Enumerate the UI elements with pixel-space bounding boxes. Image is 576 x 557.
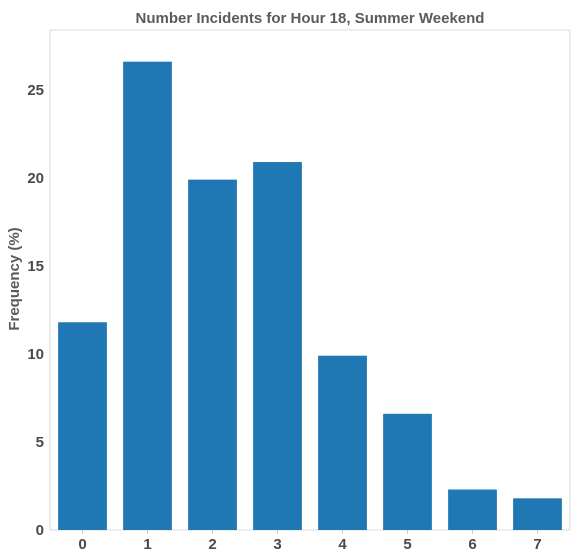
bar-4 — [318, 355, 367, 530]
bar-0 — [58, 322, 107, 530]
chart-title: Number Incidents for Hour 18, Summer Wee… — [136, 10, 485, 27]
y-tick-label: 15 — [27, 258, 44, 275]
x-axis-ticks: 0 1 2 3 4 5 6 7 — [78, 530, 542, 553]
bar-5 — [383, 413, 432, 530]
x-tick-label: 4 — [338, 536, 347, 553]
y-tick-label: 25 — [27, 82, 44, 99]
x-tick-label: 3 — [273, 536, 281, 553]
x-tick-label: 7 — [533, 536, 541, 553]
bar-7 — [513, 498, 562, 530]
y-axis-ticks: 0 5 10 15 20 25 — [27, 82, 44, 539]
x-tick-label: 6 — [468, 536, 476, 553]
x-tick-label: 5 — [403, 536, 411, 553]
y-tick-label: 5 — [36, 434, 44, 451]
y-tick-label: 20 — [27, 170, 44, 187]
bar-1 — [123, 61, 172, 530]
y-tick-label: 0 — [36, 522, 44, 539]
y-tick-label: 10 — [27, 346, 44, 363]
plot-area-frame — [49, 29, 571, 531]
bar-2 — [188, 179, 237, 530]
x-tick-label: 0 — [78, 536, 86, 553]
y-axis-label: Frequency (%) — [6, 227, 23, 330]
x-tick-label: 1 — [143, 536, 151, 553]
bar-3 — [253, 162, 302, 531]
x-tick-label: 2 — [208, 536, 216, 553]
bar-6 — [448, 489, 497, 530]
bars-layer — [58, 61, 562, 531]
